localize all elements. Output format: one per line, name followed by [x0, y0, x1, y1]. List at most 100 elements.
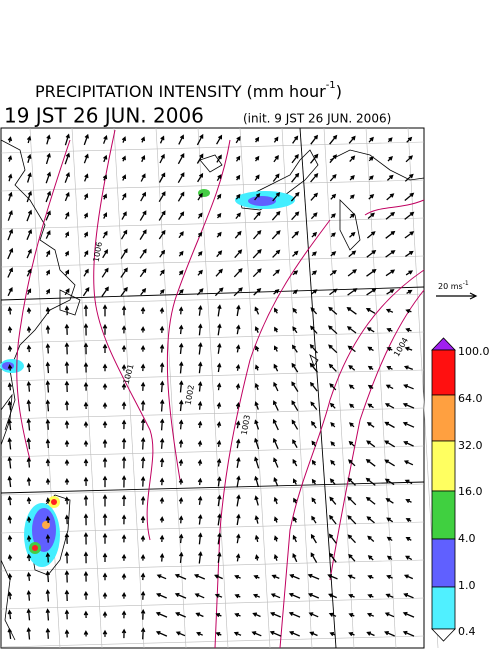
wind-vector	[386, 574, 393, 580]
wind-vector	[236, 304, 241, 317]
wind-vector	[216, 193, 222, 200]
wind-vector	[367, 403, 374, 409]
wind-vector	[216, 154, 222, 163]
wind-vector	[403, 441, 414, 447]
wind-vector	[26, 228, 33, 241]
wind-vector	[254, 326, 259, 333]
wind-vector	[368, 136, 374, 143]
wind-vector	[347, 534, 356, 544]
wind-vector	[311, 289, 318, 295]
wind-vector	[178, 496, 184, 504]
wind-vector	[235, 363, 241, 371]
wind-vector	[140, 515, 146, 524]
precipitation	[0, 189, 295, 567]
wind-vector	[83, 173, 89, 182]
grid-line	[0, 141, 425, 154]
wind-vector	[83, 440, 89, 447]
wind-vector	[328, 344, 338, 354]
wind-vector	[45, 399, 51, 412]
wind-vector	[292, 135, 299, 144]
wind-vector	[402, 611, 415, 618]
wind-vector	[310, 134, 319, 145]
wind-vector	[102, 402, 108, 409]
wind-vector	[26, 553, 32, 562]
wind-vector	[7, 609, 13, 620]
wind-vector	[139, 268, 147, 278]
wind-vector	[311, 251, 317, 257]
wind-vector	[197, 172, 204, 183]
wind-vector	[386, 555, 393, 561]
wind-vector	[289, 631, 300, 637]
wind-vector	[64, 439, 70, 447]
wind-vector	[365, 496, 376, 505]
wind-vector	[214, 593, 223, 598]
wind-vector	[349, 403, 355, 409]
wind-vector	[254, 192, 261, 201]
wind-vector	[404, 173, 414, 182]
wind-vector	[45, 269, 50, 276]
colorbar-label: 16.0	[458, 485, 483, 498]
title-superscript: -1	[326, 80, 336, 91]
wind-vector	[121, 591, 127, 599]
wind-vector	[121, 419, 127, 430]
wind-vector	[384, 612, 395, 618]
wind-vector	[367, 555, 374, 561]
wind-vector	[45, 478, 51, 485]
wind-vector	[348, 384, 355, 390]
wind-vector	[330, 213, 336, 219]
wind-vector	[140, 399, 146, 411]
wind-vector	[386, 365, 393, 370]
wind-vector	[7, 475, 12, 488]
wind-vector	[26, 627, 31, 640]
wind-vector	[83, 532, 89, 545]
wind-vectors	[7, 133, 415, 640]
wind-vector	[366, 440, 376, 448]
wind-vector	[404, 479, 413, 485]
wind-vector	[7, 228, 14, 241]
wind-vector	[45, 306, 51, 314]
wind-vector	[121, 136, 127, 143]
wind-vector	[196, 133, 204, 146]
colorbar-label: 64.0	[458, 392, 483, 405]
wind-vector	[26, 476, 32, 486]
wind-vector	[236, 533, 241, 544]
wind-vector	[102, 552, 108, 562]
precip-area	[2, 362, 14, 370]
wind-vector	[26, 496, 32, 504]
wind-vector	[83, 381, 89, 391]
wind-vector	[64, 361, 70, 374]
wind-vector	[121, 628, 127, 639]
wind-vector	[384, 631, 395, 637]
wind-vector	[253, 287, 262, 296]
wind-vector	[193, 573, 206, 580]
wind-vector	[329, 269, 337, 276]
wind-vector	[140, 191, 146, 202]
wind-vector	[328, 593, 337, 599]
wind-vector	[26, 209, 33, 222]
wind-vector	[216, 402, 222, 409]
grid-line	[0, 331, 425, 344]
isobar	[166, 139, 231, 481]
wind-vector	[214, 574, 223, 580]
wind-vector	[45, 380, 51, 393]
wind-vector	[159, 135, 165, 144]
wind-vector	[140, 326, 146, 333]
reference-text: 20 ms	[438, 282, 463, 291]
wind-vector	[45, 171, 52, 184]
wind-vector	[309, 631, 318, 637]
wind-vector	[121, 325, 127, 334]
wind-vector	[403, 384, 414, 390]
wind-vector	[254, 306, 260, 315]
wind-vector	[158, 229, 166, 240]
wind-vector	[121, 573, 127, 580]
wind-vector	[64, 532, 70, 544]
wind-vector	[292, 250, 299, 257]
wind-vector	[64, 459, 70, 466]
wind-vector	[178, 515, 184, 524]
wind-vector	[348, 422, 355, 428]
wind-vector	[365, 308, 376, 314]
wind-vector	[7, 495, 13, 506]
wind-vector	[311, 231, 318, 238]
wind-vector	[121, 344, 127, 352]
